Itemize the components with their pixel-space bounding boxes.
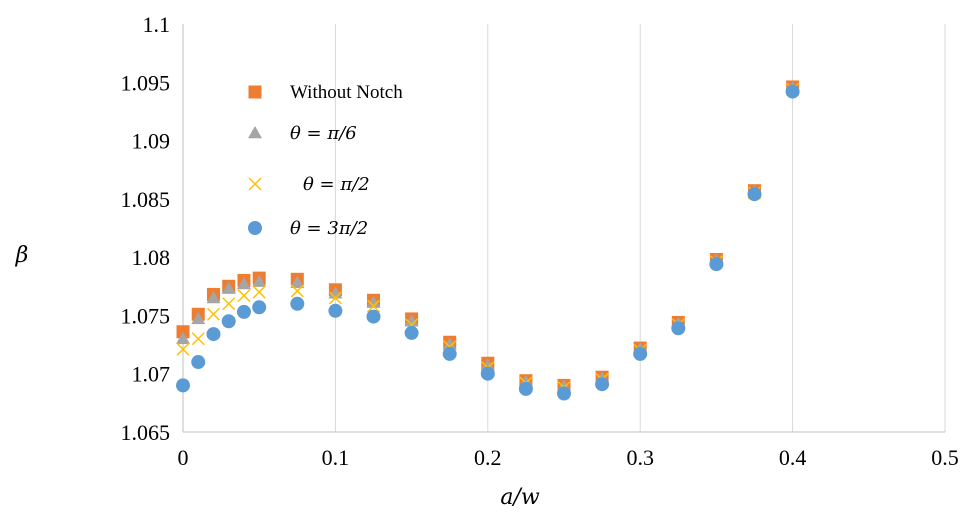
series-4 — [176, 84, 800, 401]
data-point — [252, 300, 267, 315]
legend-marker — [248, 221, 262, 235]
data-point — [176, 378, 190, 393]
data-point — [366, 299, 381, 313]
data-point — [290, 275, 305, 289]
data-point — [290, 296, 305, 311]
x-marker-stroke — [206, 307, 221, 321]
legend-marker — [248, 177, 262, 191]
data-point — [252, 285, 266, 299]
x-axis-title: a/w — [500, 485, 540, 510]
data-point — [236, 276, 251, 290]
data-point — [290, 284, 304, 298]
y-axis-title: β — [15, 243, 29, 268]
y-tick-label: 1.07 — [132, 362, 171, 387]
legend-entry: θ = π/6 — [248, 123, 357, 144]
y-tick-label: 1.075 — [121, 303, 171, 328]
x-marker-stroke — [191, 332, 205, 346]
x-tick-label: 0.1 — [322, 445, 350, 470]
y-tick-label: 1.095 — [121, 70, 171, 95]
data-point — [442, 337, 457, 350]
x-tick-label: 0.3 — [626, 445, 654, 470]
tick-label-layer: 0 0.1 0.2 0.3 0.4 0.5 1.065 1.07 1.075 1.08 1.085 1… — [121, 12, 959, 470]
data-point — [206, 290, 221, 304]
y-tick-label: 1.1 — [143, 12, 171, 37]
data-point — [222, 297, 236, 311]
data-point — [480, 366, 495, 381]
data-point — [191, 332, 205, 346]
y-tick-label: 1.085 — [121, 187, 171, 212]
data-point — [328, 303, 343, 318]
data-point — [709, 257, 724, 272]
legend-marker — [248, 126, 262, 139]
x-tick-label: 0.4 — [779, 445, 807, 470]
x-marker-stroke — [237, 289, 251, 303]
grid-layer — [334, 24, 946, 432]
legend-label: θ = π/2 — [303, 174, 370, 195]
x-marker-stroke — [248, 177, 262, 191]
x-marker-stroke — [290, 284, 304, 298]
data-point — [252, 274, 267, 287]
x-marker-stroke — [366, 299, 381, 313]
legend-marker — [248, 85, 262, 99]
data-point — [366, 295, 381, 308]
legend-entry: θ = 3π/2 — [248, 218, 368, 239]
data-point — [442, 346, 457, 361]
legend-label: Without Notch — [290, 82, 403, 103]
data-point — [191, 355, 206, 370]
x-tick-label: 0.2 — [474, 445, 502, 470]
data-point — [237, 289, 251, 303]
y-tick-label: 1.09 — [132, 129, 171, 154]
data-point — [206, 327, 221, 342]
data-point — [557, 386, 571, 401]
data-point — [236, 304, 251, 319]
x-marker-stroke — [252, 285, 266, 299]
data-point — [221, 281, 236, 294]
data-point — [633, 346, 648, 361]
data-point — [404, 325, 419, 340]
data-point — [747, 187, 762, 202]
data-point — [206, 307, 221, 321]
legend-label: θ = 3π/2 — [290, 218, 368, 239]
data-point — [176, 331, 190, 344]
data-point — [221, 314, 236, 329]
data-point — [176, 342, 190, 356]
x-marker-stroke — [176, 342, 190, 356]
y-tick-label: 1.08 — [132, 245, 171, 270]
data-point — [191, 311, 206, 325]
legend: Without Notch θ = π/6 θ = π/2 θ = 3π/2 — [248, 82, 403, 239]
legend-entry: Without Notch — [248, 82, 403, 103]
data-point — [404, 314, 419, 327]
x-tick-label: 0 — [178, 445, 189, 470]
data-points-layer — [176, 80, 800, 401]
data-point — [785, 84, 800, 99]
x-marker-stroke — [222, 297, 236, 311]
data-point — [328, 291, 342, 305]
legend-label: θ = π/6 — [290, 123, 357, 144]
legend-entry: θ = π/2 — [248, 174, 370, 195]
data-point — [595, 377, 610, 392]
x-tick-label: 0.5 — [931, 445, 959, 470]
data-point — [366, 309, 381, 324]
y-tick-label: 1.065 — [121, 420, 171, 445]
data-point — [518, 381, 533, 396]
axis-layer — [182, 24, 945, 433]
x-marker-stroke — [328, 291, 342, 305]
data-point — [671, 321, 686, 336]
